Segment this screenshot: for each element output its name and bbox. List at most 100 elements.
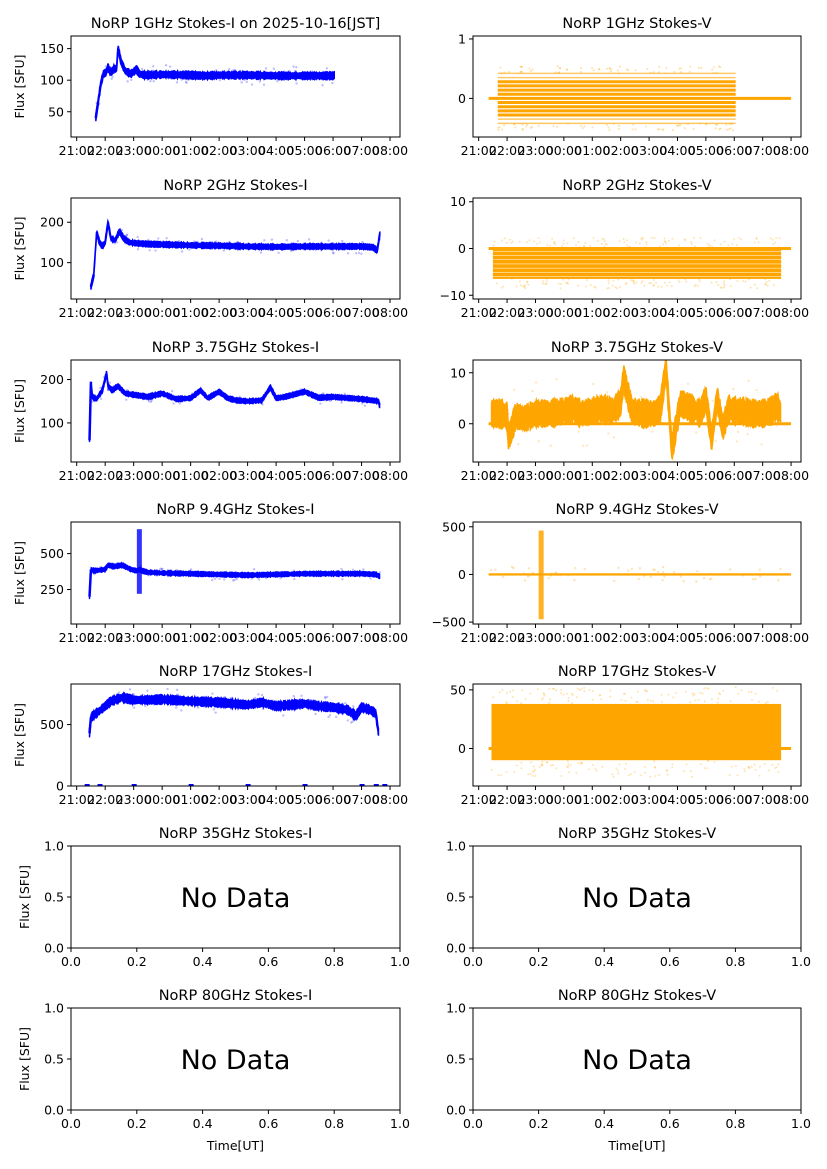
data-point bbox=[744, 280, 747, 283]
data-point bbox=[101, 73, 104, 77]
data-point bbox=[693, 285, 696, 288]
data-point bbox=[299, 572, 302, 576]
x-tick-label: 03:00 bbox=[230, 305, 266, 320]
data-point bbox=[222, 572, 225, 576]
y-tick-label: 0.5 bbox=[44, 890, 64, 905]
data-point bbox=[661, 565, 665, 569]
data-point bbox=[754, 283, 757, 286]
data-point bbox=[768, 279, 771, 282]
data-point bbox=[555, 689, 558, 692]
data-point bbox=[557, 71, 560, 74]
data-point bbox=[618, 240, 621, 243]
panel-title: NoRP 3.75GHz Stokes-I bbox=[152, 340, 319, 356]
data-point bbox=[175, 688, 179, 692]
data-point bbox=[646, 68, 649, 71]
data-point bbox=[608, 67, 611, 70]
data-point bbox=[583, 567, 587, 571]
data-point bbox=[600, 242, 603, 245]
data-point bbox=[728, 568, 732, 571]
data-point bbox=[567, 282, 570, 285]
data-band bbox=[88, 370, 381, 443]
data-point bbox=[722, 282, 725, 285]
data-point bbox=[653, 760, 656, 763]
data-point bbox=[719, 243, 722, 246]
data-point bbox=[329, 246, 332, 249]
data-point bbox=[257, 693, 260, 696]
data-point bbox=[218, 577, 221, 580]
data-point bbox=[94, 395, 97, 398]
data-point bbox=[759, 575, 762, 578]
data-point bbox=[231, 69, 235, 72]
x-tick-label: 03:00 bbox=[230, 792, 266, 807]
data-point bbox=[89, 568, 93, 572]
data-point bbox=[378, 403, 382, 406]
data-point bbox=[153, 702, 156, 705]
data-band bbox=[492, 247, 782, 279]
data-point bbox=[149, 79, 152, 83]
data-point bbox=[264, 67, 268, 70]
axes-frame bbox=[472, 683, 802, 787]
data-point bbox=[240, 81, 243, 84]
data-point bbox=[521, 128, 524, 131]
data-point bbox=[95, 101, 98, 105]
data-point bbox=[541, 764, 544, 767]
data-point bbox=[525, 125, 528, 128]
data-point bbox=[636, 690, 639, 693]
data-point bbox=[106, 388, 110, 392]
data-point bbox=[245, 75, 249, 79]
data-point bbox=[505, 702, 508, 705]
y-tick-label: 0 bbox=[56, 779, 64, 794]
data-point bbox=[156, 700, 159, 704]
data-point bbox=[640, 281, 643, 284]
data-point bbox=[293, 247, 297, 250]
x-tick-label: 22:00 bbox=[87, 630, 123, 645]
data-point bbox=[723, 284, 726, 287]
data-point bbox=[599, 693, 602, 696]
data-point bbox=[708, 572, 712, 575]
data-point bbox=[213, 577, 217, 580]
y-tick-label: 0 bbox=[458, 91, 466, 106]
data-point bbox=[620, 699, 623, 702]
data-point bbox=[736, 430, 740, 434]
data-point bbox=[672, 696, 675, 699]
data-point bbox=[630, 567, 634, 571]
data-point bbox=[754, 577, 757, 581]
data-point bbox=[233, 242, 236, 245]
data-point bbox=[555, 767, 558, 770]
x-tick-label: 04:00 bbox=[659, 305, 695, 320]
data-point bbox=[342, 245, 345, 248]
data-point bbox=[160, 702, 163, 706]
data-point bbox=[756, 287, 759, 290]
data-point bbox=[268, 572, 271, 576]
x-tick-label: 01:00 bbox=[173, 305, 209, 320]
data-point bbox=[274, 701, 278, 705]
data-point bbox=[322, 392, 325, 395]
x-tick-label: 05:00 bbox=[287, 305, 323, 320]
x-tick-label: 04:00 bbox=[258, 630, 294, 645]
x-tick-label: 00:00 bbox=[546, 468, 582, 483]
data-point bbox=[611, 284, 614, 287]
data-point bbox=[575, 696, 578, 699]
data-point bbox=[111, 390, 114, 393]
data-point bbox=[513, 123, 516, 126]
x-tick-label: 1.0 bbox=[390, 1116, 410, 1131]
data-point bbox=[718, 128, 721, 131]
data-point bbox=[642, 574, 646, 578]
data-point bbox=[750, 690, 753, 693]
y-tick-label: 0 bbox=[458, 567, 466, 582]
data-point bbox=[703, 767, 706, 770]
data-point bbox=[566, 242, 569, 245]
data-point bbox=[634, 69, 637, 72]
data-point bbox=[553, 240, 556, 243]
data-point bbox=[711, 245, 714, 248]
data-point bbox=[112, 701, 116, 705]
data-point bbox=[755, 237, 758, 240]
x-tick-label: 02:00 bbox=[201, 305, 237, 320]
data-point bbox=[554, 243, 557, 246]
x-tick-label: 08:00 bbox=[773, 143, 809, 158]
data-point bbox=[529, 772, 532, 775]
data-point bbox=[779, 567, 782, 571]
data-point bbox=[682, 579, 685, 583]
data-point bbox=[235, 577, 238, 581]
data-point bbox=[552, 687, 555, 690]
